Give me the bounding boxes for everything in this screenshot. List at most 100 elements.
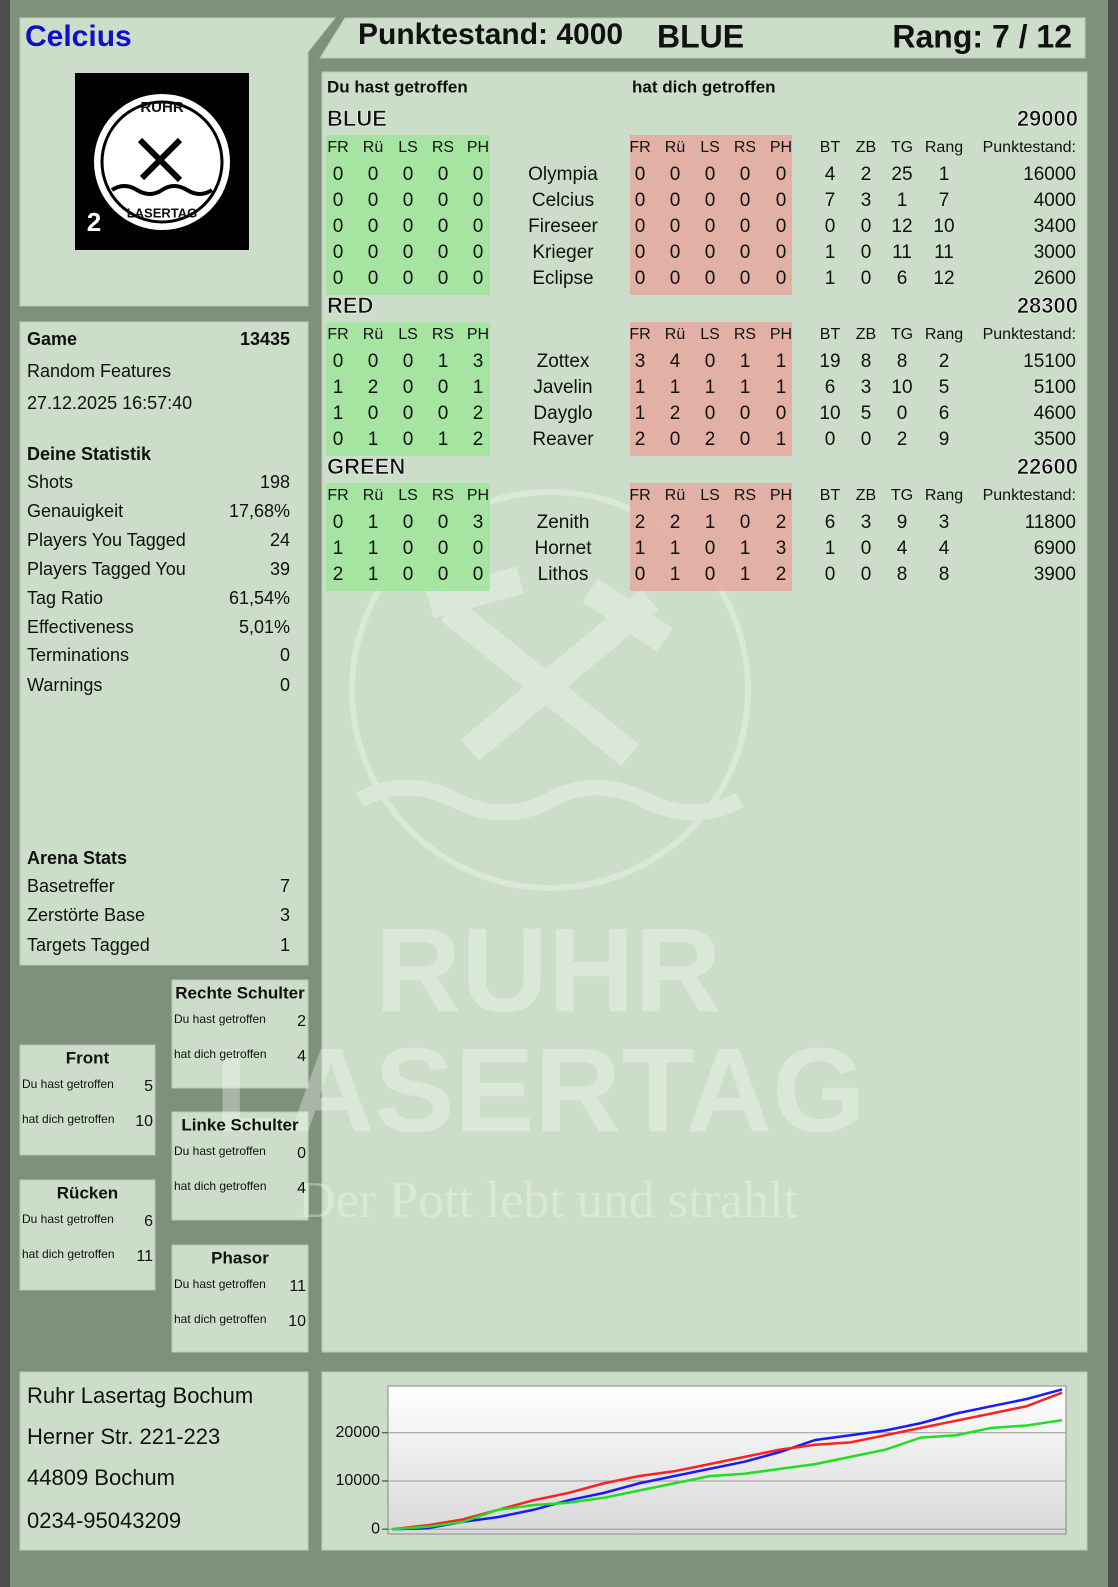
cell: 1 [740,538,751,559]
zone-value: 0 [297,1145,306,1162]
column-header: RS [432,487,454,504]
cell: 0 [670,242,681,263]
cell: 2 [368,377,379,398]
cell: 4 [897,538,908,559]
cell: 0 [403,190,414,211]
cell: 0 [705,268,716,289]
player-name: Olympia [528,164,598,185]
cell: 4000 [1034,190,1076,211]
cell: 0 [368,242,379,263]
cell: 0 [861,429,872,450]
cell: 1 [438,429,449,450]
cell: 2 [670,512,681,533]
cell: 1 [473,377,484,398]
cell: 3 [861,190,872,211]
cell: 8 [897,351,908,372]
cell: 0 [368,268,379,289]
cell: 12 [933,268,954,289]
hit-you-bg [630,135,792,295]
cell: 0 [333,429,344,450]
cell: 0 [403,242,414,263]
cell: 0 [635,190,646,211]
game-datetime: 27.12.2025 16:57:40 [27,393,192,413]
cell: 1 [897,190,908,211]
player-rank: Rang: 7 / 12 [892,18,1072,54]
cell: 0 [403,564,414,585]
cell: 0 [740,268,751,289]
you-hit-bg [326,135,490,295]
cell: 0 [333,268,344,289]
column-header: BT [820,326,841,343]
stat-label: Basetreffer [27,876,115,896]
zone-title: Rechte Schulter [175,983,305,1002]
watermark-slogan: Der Pott lebt und strahlt [298,1172,798,1229]
cell: 8 [861,351,872,372]
player-score: Punktestand: 4000 [358,18,623,51]
cell: 1 [939,164,950,185]
series-line [391,1418,1063,1531]
column-header: Rang [925,487,963,504]
column-header: TG [891,487,913,504]
cell: 0 [705,216,716,237]
column-header: Rü [665,139,685,156]
cell: 1 [705,512,716,533]
column-header: PH [467,487,489,504]
column-header: RS [432,139,454,156]
zone-value: 5 [144,1078,153,1095]
cell: 0 [740,512,751,533]
column-header: TG [891,326,913,343]
cell: 2 [776,564,787,585]
cell: 3 [473,351,484,372]
cell: 1 [776,351,787,372]
cell: 0 [333,164,344,185]
column-header: Punktestand: [983,326,1076,343]
cell: 0 [473,268,484,289]
cell: 1 [825,268,836,289]
stat-label: Zerstörte Base [27,905,145,925]
cell: 11 [934,242,954,263]
cell: 0 [776,242,787,263]
cell: 1 [776,377,787,398]
stat-label: Tag Ratio [27,588,103,608]
cell: 2 [897,429,908,450]
column-header: FR [327,487,348,504]
team-name: RED [327,293,373,318]
cell: 3 [473,512,484,533]
cell: 0 [635,564,646,585]
column-header: Rü [363,326,383,343]
zone-label: hat dich getroffen [174,1179,267,1193]
cell: 0 [776,216,787,237]
cell: 0 [333,351,344,372]
column-header: RS [734,139,756,156]
column-header: LS [398,487,418,504]
column-header: BT [820,139,841,156]
watermark-text: LASERTAG [214,1024,865,1158]
cell: 0 [403,538,414,559]
cell: 0 [740,216,751,237]
zone-label: hat dich getroffen [174,1047,267,1061]
player-name: Celcius [25,20,132,53]
team-total: 22600 [1017,454,1078,479]
column-header: Rü [665,326,685,343]
cell: 0 [368,190,379,211]
cell: 1 [825,242,836,263]
cell: 10 [819,403,840,424]
cell: 0 [368,216,379,237]
column-header: Punktestand: [983,139,1076,156]
player-name: Hornet [534,538,592,559]
cell: 0 [438,538,449,559]
stat-value: 3 [280,905,290,925]
cell: 0 [635,242,646,263]
cell: 0 [403,429,414,450]
zone-label: hat dich getroffen [174,1312,267,1326]
cell: 0 [368,403,379,424]
player-name: Lithos [538,564,589,585]
hit-you-bg [630,483,792,591]
cell: 0 [473,538,484,559]
stat-value: 1 [280,935,290,955]
column-header: FR [629,139,650,156]
cell: 0 [897,403,908,424]
column-header: RS [432,326,454,343]
cell: 11800 [1025,512,1076,533]
team-name: BLUE [327,106,387,131]
